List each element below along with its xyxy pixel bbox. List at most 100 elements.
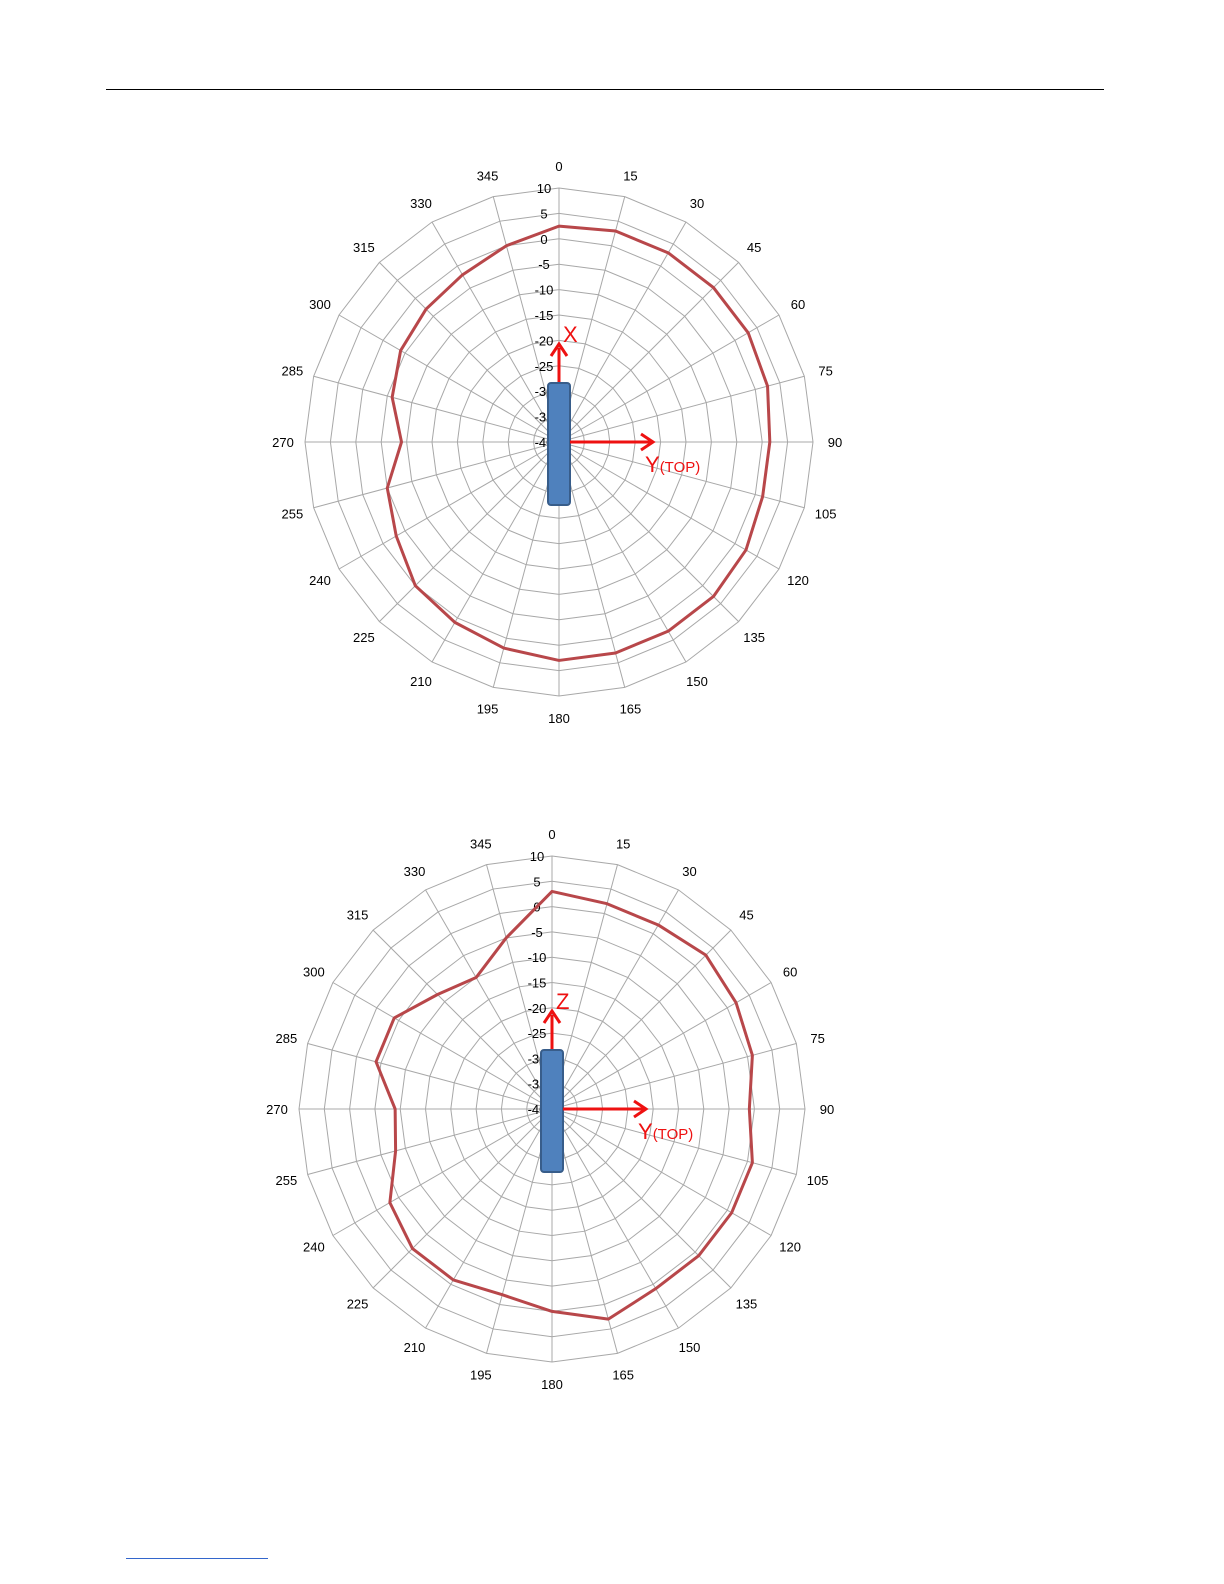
angle-tick-label: 345: [477, 168, 499, 183]
angle-tick-label: 225: [347, 1296, 369, 1311]
grid-spoke: [338, 314, 560, 443]
grid-spoke: [551, 1108, 797, 1175]
radial-tick-label: -25: [535, 359, 554, 374]
angle-tick-label: 255: [282, 506, 304, 521]
radial-tick-label: 5: [533, 874, 540, 889]
vertical-axis-arrowhead: [549, 341, 569, 357]
grid-spoke: [307, 1108, 553, 1175]
device-body: [540, 1049, 564, 1173]
angle-tick-label: 0: [555, 159, 562, 174]
angle-tick-label: 180: [548, 711, 570, 726]
angle-tick-label: 60: [783, 965, 797, 980]
grid-spoke: [558, 314, 780, 443]
vertical-axis-label: Z: [556, 989, 569, 1014]
angle-tick-label: 210: [404, 1340, 426, 1355]
horizontal-axis-arrowhead: [633, 1099, 649, 1119]
horizontal-axis-label-sub: (TOP): [660, 459, 701, 476]
grid-spoke: [332, 982, 553, 1110]
horizontal-axis-arrowhead: [640, 432, 656, 452]
angle-tick-label: 270: [266, 1102, 288, 1117]
radial-tick-label: -20: [535, 333, 554, 348]
grid-spoke: [431, 441, 560, 663]
grid-spoke: [313, 441, 560, 509]
angle-tick-label: 195: [477, 702, 499, 717]
grid-spoke: [425, 1108, 553, 1329]
angle-tick-label: 255: [276, 1173, 298, 1188]
angle-tick-label: 180: [541, 1377, 563, 1392]
angle-tick-label: 330: [410, 196, 432, 211]
angle-tick-label: 105: [815, 506, 837, 521]
grid-spoke: [558, 441, 687, 663]
angle-tick-label: 60: [791, 297, 805, 312]
angle-tick-label: 75: [810, 1031, 824, 1046]
grid-spoke: [551, 929, 732, 1110]
angle-tick-label: 195: [470, 1368, 492, 1383]
grid-spoke: [551, 1108, 732, 1289]
grid-spoke: [338, 441, 560, 570]
angle-tick-label: 300: [309, 297, 331, 312]
radial-tick-label: -15: [528, 976, 547, 991]
grid-spoke: [431, 221, 560, 443]
angle-tick-label: 45: [739, 908, 753, 923]
radial-tick-label: -10: [528, 950, 547, 965]
angle-tick-label: 120: [787, 573, 809, 588]
grid-spoke: [379, 262, 560, 443]
header-rule: [106, 89, 1104, 90]
radial-tick-label: -25: [528, 1026, 547, 1041]
angle-tick-label: 285: [282, 364, 304, 379]
angle-tick-label: 165: [612, 1368, 634, 1383]
radial-tick-label: -5: [538, 257, 550, 272]
grid-spoke: [379, 441, 560, 622]
radial-tick-label: -5: [531, 925, 543, 940]
horizontal-axis-label-main: Y: [645, 452, 660, 477]
horizontal-axis-label: Y(TOP): [638, 1119, 693, 1144]
grid-spoke: [332, 1108, 553, 1236]
grid-spoke: [307, 1043, 553, 1110]
angle-tick-label: 270: [272, 435, 294, 450]
angle-tick-label: 0: [548, 827, 555, 842]
grid-spoke: [558, 441, 780, 570]
angle-tick-label: 315: [353, 240, 375, 255]
grid-spoke: [558, 262, 739, 443]
radial-tick-label: 10: [530, 849, 544, 864]
horizontal-axis-label-main: Y: [638, 1119, 653, 1144]
polar-chart-top: 0153045607590105120135150165180195210225…: [272, 159, 842, 726]
grid-spoke: [551, 1108, 772, 1236]
angle-tick-label: 225: [353, 630, 375, 645]
footer-link-underline[interactable]: [126, 1558, 268, 1559]
angle-tick-label: 240: [309, 573, 331, 588]
grid-spoke: [558, 221, 687, 443]
radial-tick-label: -15: [535, 308, 554, 323]
vertical-axis-label: X: [563, 322, 578, 347]
angle-tick-label: 300: [303, 965, 325, 980]
grid-spoke: [551, 889, 679, 1110]
angle-tick-label: 330: [404, 864, 426, 879]
angle-tick-label: 90: [820, 1102, 834, 1117]
angle-tick-label: 30: [690, 196, 704, 211]
angle-tick-label: 15: [623, 168, 637, 183]
grid-spoke: [551, 1108, 679, 1329]
grid-spoke: [425, 889, 553, 1110]
radial-tick-label: -20: [528, 1001, 547, 1016]
angle-tick-label: 30: [682, 864, 696, 879]
grid-spoke: [551, 982, 772, 1110]
angle-tick-label: 150: [679, 1340, 701, 1355]
grid-spoke: [558, 441, 739, 622]
grid-spoke: [372, 929, 553, 1110]
angle-tick-label: 165: [620, 702, 642, 717]
grid-spoke: [558, 375, 805, 443]
radial-tick-label: 0: [540, 232, 547, 247]
radial-tick-label: 10: [537, 181, 551, 196]
angle-tick-label: 240: [303, 1240, 325, 1255]
angle-tick-label: 210: [410, 674, 432, 689]
angle-tick-label: 120: [779, 1240, 801, 1255]
grid-spoke: [313, 375, 560, 443]
grid-spoke: [551, 1043, 797, 1110]
angle-tick-label: 15: [616, 836, 630, 851]
angle-tick-label: 150: [686, 674, 708, 689]
angle-tick-label: 45: [747, 240, 761, 255]
angle-tick-label: 75: [818, 364, 832, 379]
angle-tick-label: 135: [736, 1296, 758, 1311]
angle-tick-label: 135: [743, 630, 765, 645]
